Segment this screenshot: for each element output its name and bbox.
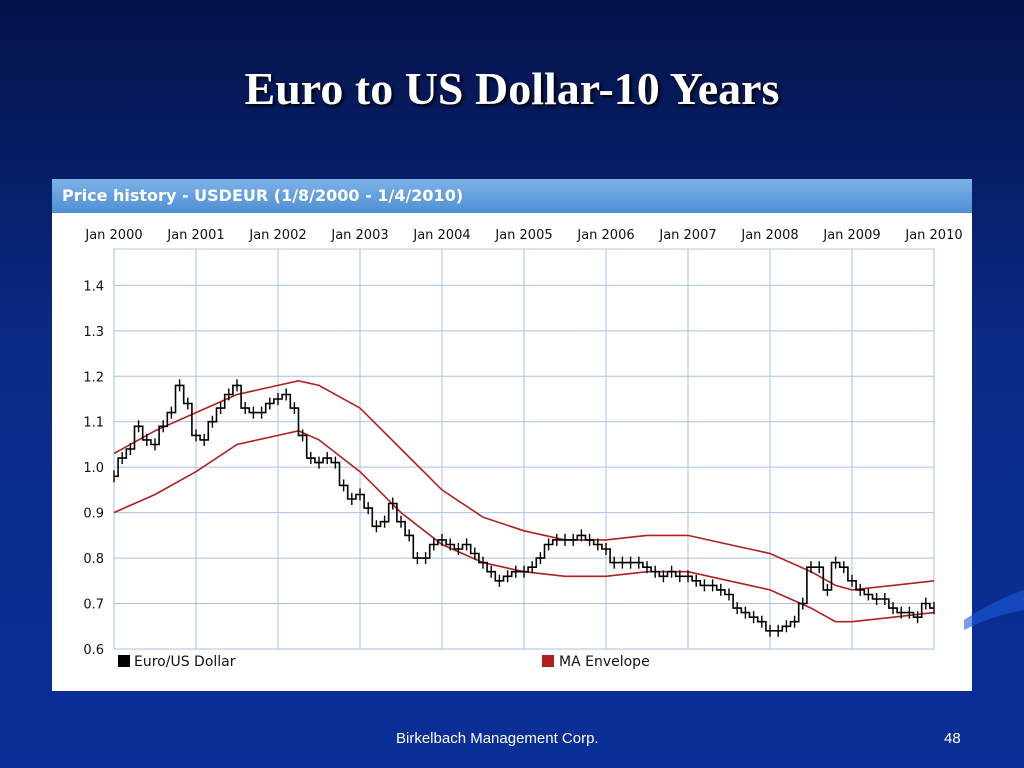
chart-title: Price history - USDEUR (1/8/2000 - 1/4/2… xyxy=(62,186,464,205)
price-history-chart: Price history - USDEUR (1/8/2000 - 1/4/2… xyxy=(52,179,972,691)
footer-company: Birkelbach Management Corp. xyxy=(396,730,599,747)
euro-usd-price-line xyxy=(114,384,934,632)
ma-envelope-upper xyxy=(113,379,935,591)
x-tick-label: Jan 2007 xyxy=(658,228,716,243)
y-tick-labels: 1.4 1.3 1.2 1.1 1.0 0.9 0.8 0.7 0.6 xyxy=(83,279,104,658)
y-tick-label: 0.8 xyxy=(83,552,104,567)
chart-plot: Jan 2000 Jan 2001 Jan 2002 Jan 2003 Jan 2004… xyxy=(83,228,962,670)
x-tick-label: Jan 2000 xyxy=(84,228,142,243)
price-line-layer xyxy=(113,379,935,637)
legend-swatch-ma-envelope xyxy=(542,655,554,667)
x-tick-label: Jan 2001 xyxy=(166,228,224,243)
grid-layer xyxy=(113,248,935,650)
chart-header-bar: Price history - USDEUR (1/8/2000 - 1/4/2… xyxy=(52,179,972,213)
legend: Euro/US Dollar MA Envelope xyxy=(118,654,650,670)
y-tick-label: 1.3 xyxy=(83,325,104,340)
legend-label-euro-usd: Euro/US Dollar xyxy=(134,654,236,670)
y-tick-label: 1.0 xyxy=(83,461,104,476)
x-tick-labels: Jan 2000 Jan 2001 Jan 2002 Jan 2003 Jan 2004… xyxy=(84,228,962,243)
y-tick-label: 0.6 xyxy=(83,643,104,658)
x-tick-label: Jan 2005 xyxy=(494,228,552,243)
x-tick-label: Jan 2002 xyxy=(248,228,306,243)
y-tick-label: 1.4 xyxy=(83,279,104,294)
y-tick-label: 0.7 xyxy=(83,598,104,613)
slide-title: Euro to US Dollar-10 Years xyxy=(244,63,780,114)
y-tick-label: 1.2 xyxy=(83,370,104,385)
y-tick-label: 1.1 xyxy=(83,416,104,431)
legend-label-ma-envelope: MA Envelope xyxy=(559,654,650,670)
page-number: 48 xyxy=(944,730,961,747)
x-tick-label: Jan 2004 xyxy=(412,228,470,243)
x-tick-label: Jan 2006 xyxy=(576,228,634,243)
legend-swatch-euro-usd xyxy=(118,655,130,667)
x-tick-label: Jan 2003 xyxy=(330,228,388,243)
x-tick-label: Jan 2010 xyxy=(904,228,962,243)
y-tick-label: 0.9 xyxy=(83,507,104,522)
decorative-swoosh xyxy=(964,590,1024,630)
x-tick-label: Jan 2009 xyxy=(822,228,880,243)
x-tick-label: Jan 2008 xyxy=(740,228,798,243)
